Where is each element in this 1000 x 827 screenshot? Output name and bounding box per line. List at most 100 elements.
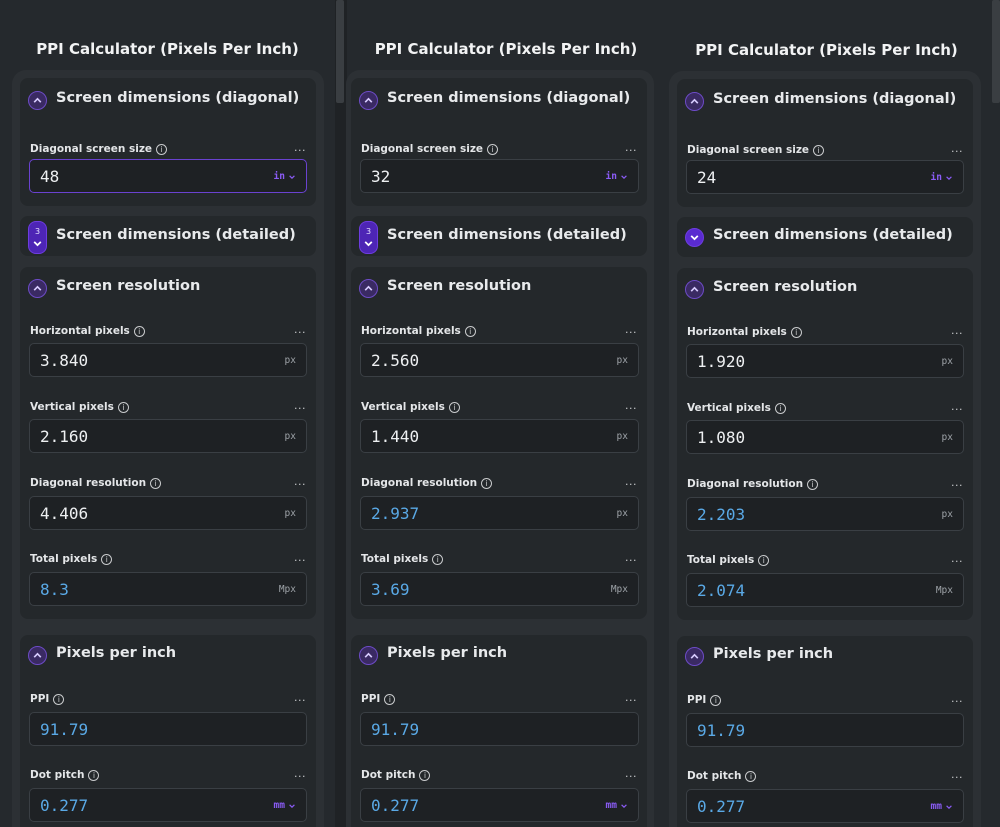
vertical-pixels-input[interactable]: 1.440 px — [360, 419, 639, 453]
total-pixels-input[interactable]: 2.074 Mpx — [686, 573, 964, 607]
info-icon[interactable]: i — [448, 401, 460, 413]
more-icon[interactable]: ... — [625, 475, 637, 488]
input-value[interactable]: 3.840 — [40, 351, 89, 370]
input-value[interactable]: 0.277 — [371, 796, 420, 815]
section-header-diagonal[interactable]: Screen dimensions (diagonal) — [677, 86, 973, 116]
chevron-up-icon[interactable] — [359, 279, 378, 298]
info-icon[interactable]: i — [758, 554, 770, 566]
info-icon[interactable]: i — [813, 144, 825, 156]
chevron-down-icon[interactable] — [685, 228, 704, 247]
more-icon[interactable]: ... — [951, 768, 963, 781]
horizontal-pixels-input[interactable]: 3.840 px — [29, 343, 307, 377]
vertical-pixels-input[interactable]: 2.160 px — [29, 419, 307, 453]
section-header-resolution[interactable]: Screen resolution — [351, 273, 647, 303]
section-header-diagonal[interactable]: Screen dimensions (diagonal) — [351, 85, 647, 115]
diagonal-resolution-input[interactable]: 2.937 px — [360, 496, 639, 530]
chevron-up-icon[interactable] — [28, 279, 47, 298]
input-value[interactable]: 1.440 — [371, 427, 420, 446]
info-icon[interactable]: i — [117, 401, 129, 413]
more-icon[interactable]: ... — [294, 141, 306, 154]
section-header-ppi[interactable]: Pixels per inch — [351, 640, 647, 670]
input-value[interactable]: 48 — [40, 167, 60, 186]
chevron-up-icon[interactable] — [685, 280, 704, 299]
info-icon[interactable]: i — [53, 693, 65, 705]
more-icon[interactable]: ... — [951, 692, 963, 705]
horizontal-pixels-input[interactable]: 2.560 px — [360, 343, 639, 377]
info-icon[interactable]: i — [487, 143, 499, 155]
input-value[interactable]: 2.560 — [371, 351, 420, 370]
diagonal-resolution-input[interactable]: 4.406 px — [29, 496, 307, 530]
info-icon[interactable]: i — [432, 553, 444, 565]
chevron-down-icon[interactable]: 3 — [28, 221, 47, 254]
chevron-up-icon[interactable] — [359, 91, 378, 110]
unit-select[interactable]: mm — [931, 801, 953, 812]
info-icon[interactable]: i — [156, 143, 168, 155]
input-value[interactable]: 2.937 — [371, 504, 420, 523]
chevron-down-icon[interactable]: 3 — [359, 221, 378, 254]
more-icon[interactable]: ... — [294, 475, 306, 488]
unit-select[interactable]: mm — [606, 800, 628, 811]
more-icon[interactable]: ... — [625, 551, 637, 564]
input-value[interactable]: 2.074 — [697, 581, 746, 600]
scrollbar[interactable] — [336, 0, 344, 103]
dot-pitch-input[interactable]: 0.277 mm — [29, 788, 307, 822]
input-value[interactable]: 2.203 — [697, 505, 746, 524]
input-value[interactable]: 32 — [371, 167, 391, 186]
unit-select[interactable]: in — [274, 171, 296, 182]
input-value[interactable]: 24 — [697, 168, 717, 187]
more-icon[interactable]: ... — [294, 767, 306, 780]
diagonal-size-input[interactable]: 48 in — [29, 159, 307, 193]
chevron-up-icon[interactable] — [685, 92, 704, 111]
more-icon[interactable]: ... — [951, 400, 963, 413]
vertical-pixels-input[interactable]: 1.080 px — [686, 420, 964, 454]
input-value[interactable]: 91.79 — [40, 720, 89, 739]
input-value[interactable]: 1.080 — [697, 428, 746, 447]
more-icon[interactable]: ... — [951, 476, 963, 489]
info-icon[interactable]: i — [150, 477, 162, 489]
more-icon[interactable]: ... — [951, 324, 963, 337]
unit-select[interactable]: mm — [274, 800, 296, 811]
section-header-resolution[interactable]: Screen resolution — [20, 273, 316, 303]
more-icon[interactable]: ... — [294, 691, 306, 704]
more-icon[interactable]: ... — [294, 323, 306, 336]
info-icon[interactable]: i — [419, 769, 431, 781]
ppi-input[interactable]: 91.79 — [360, 712, 639, 746]
input-value[interactable]: 91.79 — [697, 721, 746, 740]
chevron-up-icon[interactable] — [685, 647, 704, 666]
horizontal-pixels-input[interactable]: 1.920 px — [686, 344, 964, 378]
info-icon[interactable]: i — [133, 325, 145, 337]
input-value[interactable]: 0.277 — [697, 797, 746, 816]
dot-pitch-input[interactable]: 0.277 mm — [686, 789, 964, 823]
info-icon[interactable]: i — [790, 326, 802, 338]
diagonal-size-input[interactable]: 24 in — [686, 160, 964, 194]
info-icon[interactable]: i — [745, 770, 757, 782]
info-icon[interactable]: i — [88, 769, 100, 781]
ppi-input[interactable]: 91.79 — [29, 712, 307, 746]
scrollbar[interactable] — [992, 0, 1000, 103]
diagonal-resolution-input[interactable]: 2.203 px — [686, 497, 964, 531]
info-icon[interactable]: i — [710, 694, 722, 706]
total-pixels-input[interactable]: 3.69 Mpx — [360, 572, 639, 606]
info-icon[interactable]: i — [774, 402, 786, 414]
section-header-detailed[interactable]: 3 Screen dimensions (detailed) — [20, 221, 316, 254]
more-icon[interactable]: ... — [625, 323, 637, 336]
info-icon[interactable]: i — [464, 325, 476, 337]
unit-select[interactable]: in — [931, 172, 953, 183]
input-value[interactable]: 1.920 — [697, 352, 746, 371]
total-pixels-input[interactable]: 8.3 Mpx — [29, 572, 307, 606]
chevron-up-icon[interactable] — [359, 646, 378, 665]
section-header-detailed[interactable]: Screen dimensions (detailed) — [677, 222, 973, 252]
info-icon[interactable]: i — [481, 477, 493, 489]
input-value[interactable]: 0.277 — [40, 796, 89, 815]
section-header-resolution[interactable]: Screen resolution — [677, 274, 973, 304]
chevron-up-icon[interactable] — [28, 646, 47, 665]
more-icon[interactable]: ... — [951, 552, 963, 565]
more-icon[interactable]: ... — [625, 399, 637, 412]
input-value[interactable]: 4.406 — [40, 504, 89, 523]
more-icon[interactable]: ... — [294, 399, 306, 412]
more-icon[interactable]: ... — [625, 691, 637, 704]
input-value[interactable]: 8.3 — [40, 580, 69, 599]
dot-pitch-input[interactable]: 0.277 mm — [360, 788, 639, 822]
section-header-ppi[interactable]: Pixels per inch — [677, 641, 973, 671]
more-icon[interactable]: ... — [294, 551, 306, 564]
